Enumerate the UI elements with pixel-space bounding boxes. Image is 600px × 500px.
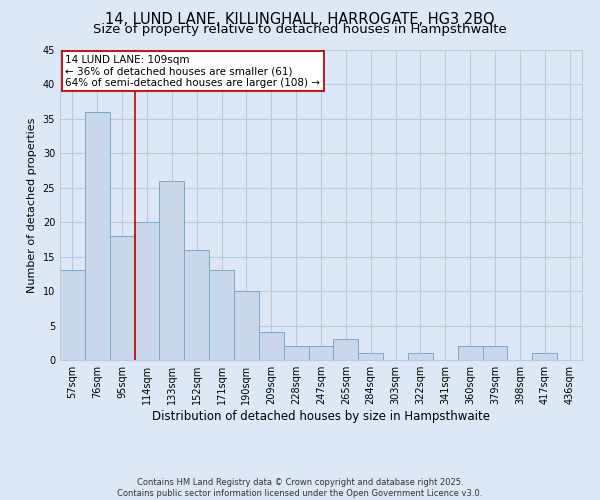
Bar bbox=[60, 270, 85, 360]
Bar bbox=[209, 270, 234, 360]
Bar bbox=[234, 291, 259, 360]
Bar bbox=[85, 112, 110, 360]
Bar bbox=[284, 346, 308, 360]
Bar bbox=[532, 353, 557, 360]
Y-axis label: Number of detached properties: Number of detached properties bbox=[27, 118, 37, 292]
Bar bbox=[334, 340, 358, 360]
Bar bbox=[184, 250, 209, 360]
Bar bbox=[408, 353, 433, 360]
X-axis label: Distribution of detached houses by size in Hampsthwaite: Distribution of detached houses by size … bbox=[152, 410, 490, 423]
Text: Contains HM Land Registry data © Crown copyright and database right 2025.
Contai: Contains HM Land Registry data © Crown c… bbox=[118, 478, 482, 498]
Text: 14 LUND LANE: 109sqm
← 36% of detached houses are smaller (61)
64% of semi-detac: 14 LUND LANE: 109sqm ← 36% of detached h… bbox=[65, 54, 320, 88]
Text: 14, LUND LANE, KILLINGHALL, HARROGATE, HG3 2BQ: 14, LUND LANE, KILLINGHALL, HARROGATE, H… bbox=[105, 12, 495, 28]
Bar bbox=[458, 346, 482, 360]
Bar bbox=[259, 332, 284, 360]
Bar bbox=[482, 346, 508, 360]
Bar bbox=[358, 353, 383, 360]
Bar bbox=[110, 236, 134, 360]
Text: Size of property relative to detached houses in Hampsthwaite: Size of property relative to detached ho… bbox=[93, 22, 507, 36]
Bar bbox=[160, 181, 184, 360]
Bar bbox=[134, 222, 160, 360]
Bar bbox=[308, 346, 334, 360]
